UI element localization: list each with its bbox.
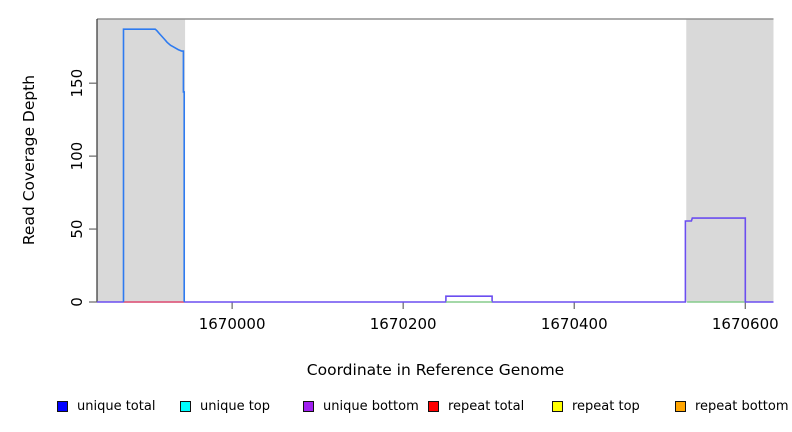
series-unique-bottom [97,217,774,303]
legend-label: unique bottom [323,399,419,414]
x-tick-label: 1670600 [712,315,779,333]
legend-swatch-unique-bottom [303,401,314,412]
x-tick-label: 1670400 [541,315,608,333]
x-tick-label: 1670000 [199,315,266,333]
legend-label: unique top [200,399,271,414]
legend-item-unique-top: unique top [180,399,270,414]
legend-item-unique-bottom: unique bottom [303,399,419,414]
legend-label: repeat top [572,399,640,414]
series-unique-total [122,28,185,302]
legend-item-unique-total: unique total [57,399,155,414]
legend-item-repeat-total: repeat total [428,399,524,414]
legend-label: repeat total [448,399,525,414]
x-axis-title: Coordinate in Reference Genome [306,361,565,379]
legend-swatch-unique-top [180,401,191,412]
legend-label: unique total [77,399,156,414]
y-tick-label: 0 [68,297,86,307]
legend-label: repeat bottom [695,399,789,414]
legend-swatch-unique-total [57,401,68,412]
x-tick-label: 1670200 [370,315,437,333]
repeat-region-left [97,19,186,302]
legend-item-repeat-top: repeat top [552,399,640,414]
y-axis-title: Read Coverage Depth [20,74,38,246]
y-tick-label: 100 [68,142,86,171]
y-tick-label: 150 [68,69,86,98]
legend: unique total unique top unique bottom re… [0,399,792,421]
y-tick-label: 50 [68,220,86,239]
legend-swatch-repeat-top [552,401,563,412]
legend-swatch-repeat-total [428,401,439,412]
legend-item-repeat-bottom: repeat bottom [675,399,789,414]
repeat-region-right [686,19,774,302]
legend-swatch-repeat-bottom [675,401,686,412]
